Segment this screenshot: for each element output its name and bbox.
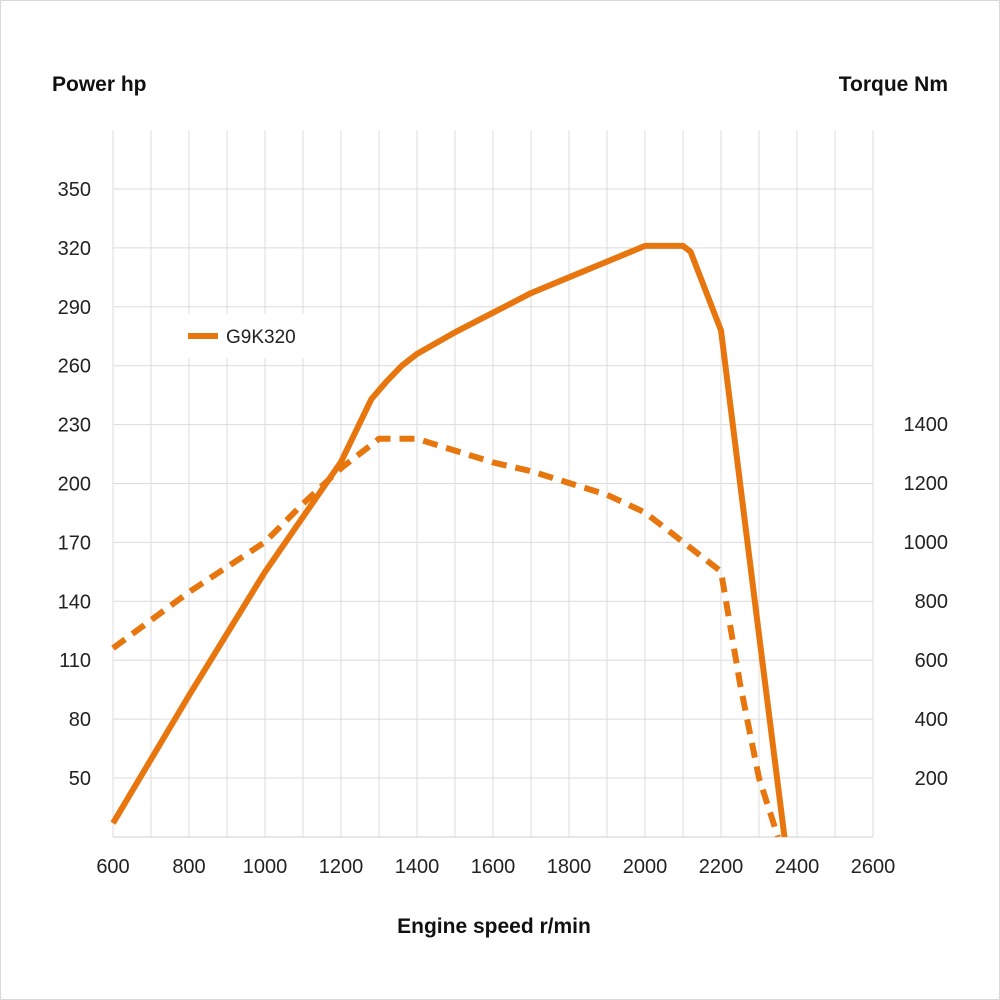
x-tick-label: 2000 <box>623 856 668 878</box>
y-left-tick-label: 350 <box>58 179 91 201</box>
y-right-tick-label: 1000 <box>904 532 949 554</box>
y-right-tick-label: 400 <box>915 709 948 731</box>
y-left-tick-label: 200 <box>58 474 91 496</box>
y-right-tick-label: 1400 <box>904 414 949 436</box>
torque-series-line <box>111 435 781 837</box>
right-axis-title: Torque Nm <box>839 73 948 96</box>
y-right-tick-label: 800 <box>915 591 948 613</box>
y-left-tick-label: 260 <box>58 356 91 378</box>
ticks-layer: 600 800 1000 1200 1400 1600 1800 2000 2200 2400 26… <box>58 179 948 878</box>
legend: G9K320 <box>172 314 328 358</box>
y-left-tick-label: 50 <box>69 768 91 790</box>
y-left-tick-label: 170 <box>58 532 91 554</box>
y-left-tick-label: 110 <box>59 650 91 672</box>
y-left-tick-label: 320 <box>58 238 91 260</box>
y-left-tick-label: 140 <box>58 591 91 613</box>
x-axis-title: Engine speed r/min <box>397 915 591 938</box>
y-right-tick-label: 200 <box>915 768 948 790</box>
x-tick-label: 800 <box>172 856 205 878</box>
y-left-tick-label: 80 <box>69 709 91 731</box>
y-right-tick-label: 1200 <box>904 473 949 495</box>
x-tick-label: 1400 <box>395 856 440 878</box>
left-axis-title: Power hp <box>52 73 147 96</box>
x-tick-label: 600 <box>96 856 129 878</box>
x-tick-label: 2400 <box>775 856 820 878</box>
x-tick-label: 2600 <box>851 856 896 878</box>
x-tick-label: 1800 <box>547 856 592 878</box>
y-left-tick-label: 230 <box>58 415 91 437</box>
power-series-line <box>110 242 788 837</box>
y-right-tick-label: 600 <box>915 650 948 672</box>
x-tick-label: 1200 <box>319 856 364 878</box>
y-left-tick-label: 290 <box>58 297 91 319</box>
x-tick-label: 1000 <box>243 856 288 878</box>
legend-label: G9K320 <box>226 327 296 348</box>
x-tick-label: 2200 <box>699 856 744 878</box>
x-tick-label: 1600 <box>471 856 516 878</box>
series-layer <box>110 242 788 837</box>
grid <box>112 130 874 838</box>
